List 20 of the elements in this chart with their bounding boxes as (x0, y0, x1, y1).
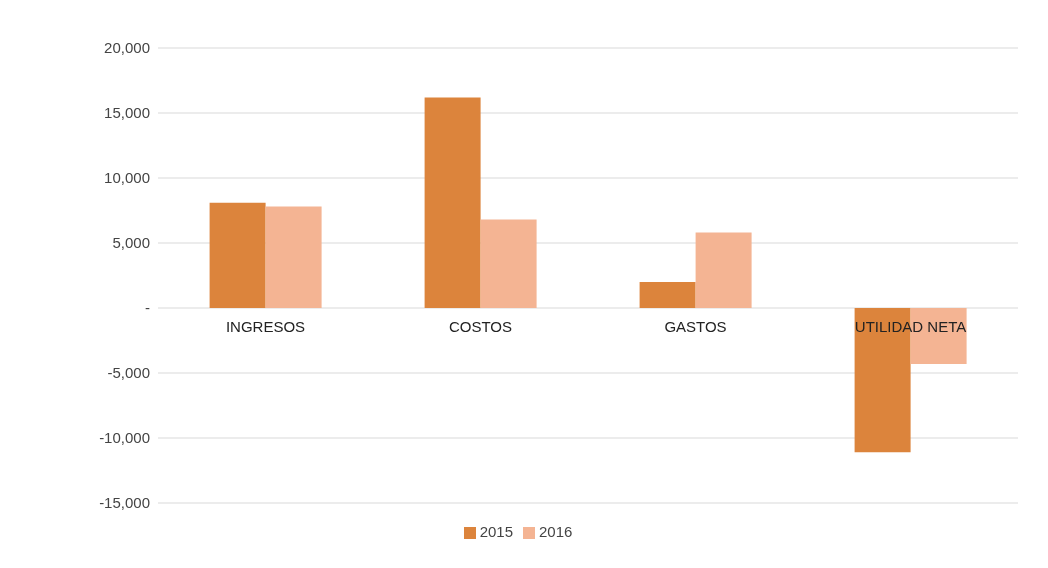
legend-label: 2016 (539, 523, 573, 540)
y-tick-label: -15,000 (99, 494, 150, 512)
y-tick-label: 20,000 (104, 39, 150, 57)
bar (424, 97, 481, 308)
x-tick-label: INGRESOS (225, 318, 306, 335)
x-tick-label: GASTOS (664, 318, 727, 335)
bar (480, 219, 537, 308)
bar (209, 202, 266, 308)
x-tick-label: COSTOS (448, 318, 513, 335)
y-tick-label: - (145, 299, 150, 317)
y-tick-label: 5,000 (112, 234, 150, 252)
bar (695, 232, 752, 308)
y-tick-label: -5,000 (107, 364, 150, 382)
y-tick-label: 10,000 (104, 169, 150, 187)
y-tick-label: 15,000 (104, 104, 150, 122)
legend-label: 2015 (479, 523, 513, 540)
x-tick-label: UTILIDAD NETA (854, 318, 967, 335)
bar (265, 206, 322, 308)
bar (639, 282, 696, 308)
y-tick-label: -10,000 (99, 429, 150, 447)
